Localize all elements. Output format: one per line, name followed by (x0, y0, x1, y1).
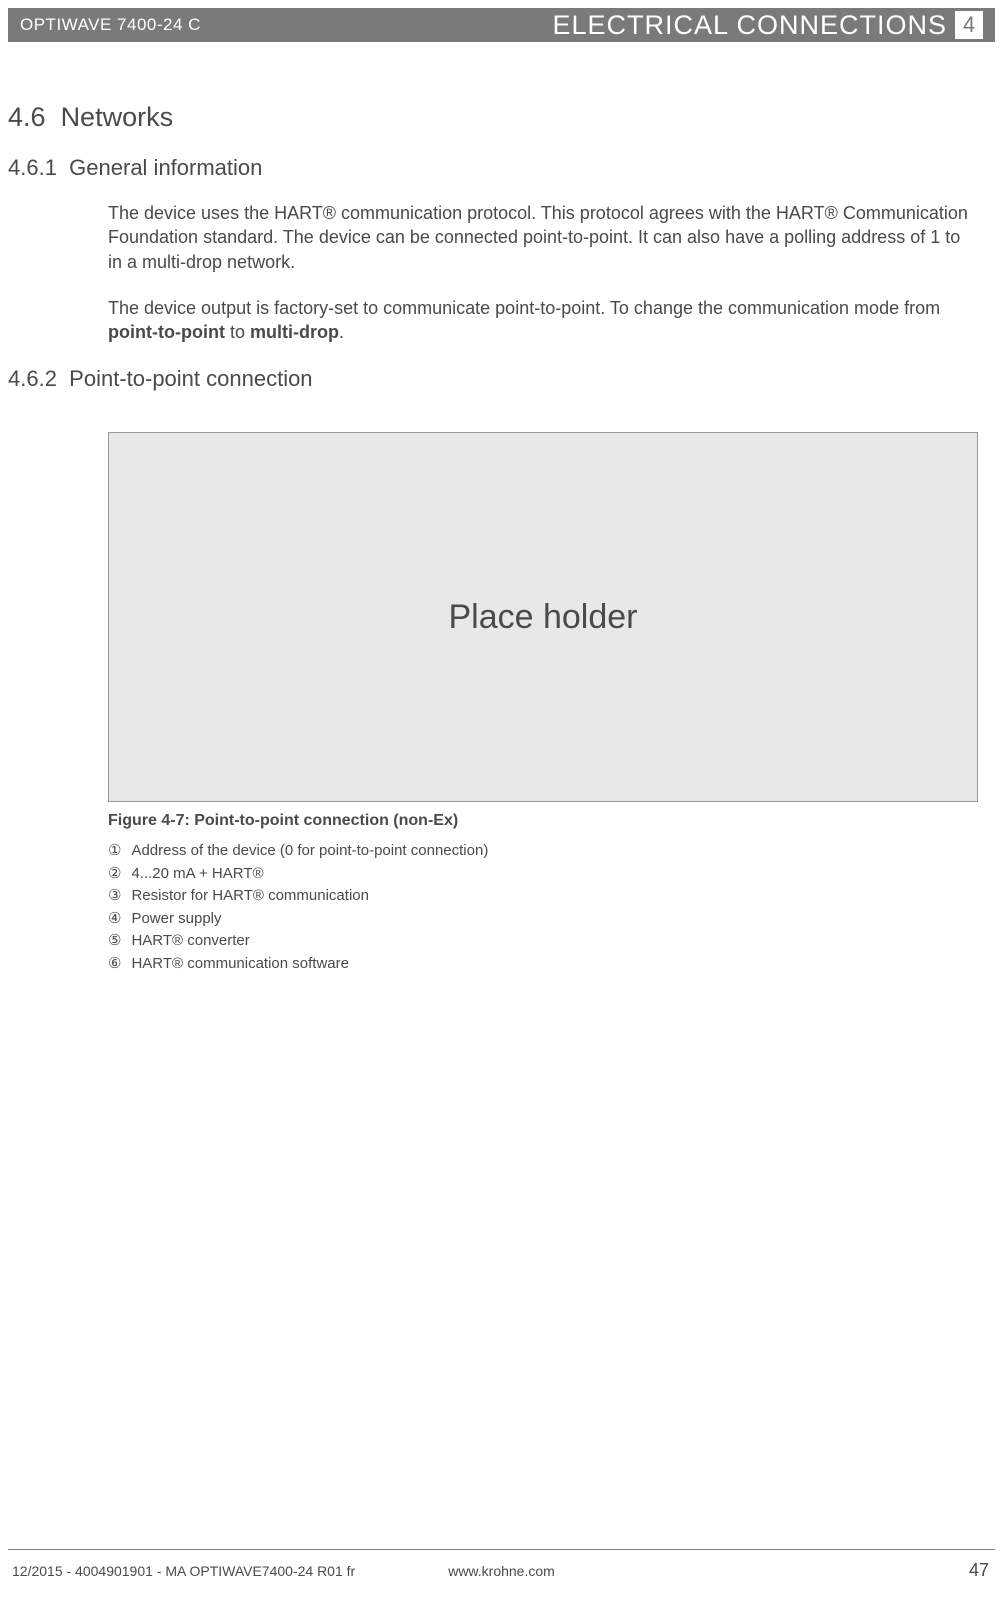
footer-doc-id: 12/2015 - 4004901901 - MA OPTIWAVE7400-2… (8, 1563, 355, 1579)
section-4-6-2: 4.6.2 Point-to-point connection (8, 366, 983, 392)
footer-url: www.krohne.com (448, 1563, 555, 1579)
paragraph-1: The device uses the HART® communication … (108, 201, 973, 274)
legend-marker: ② (108, 863, 121, 886)
legend-item: ⑤ HART® converter (108, 930, 983, 953)
heading-number: 4.6.2 (8, 366, 57, 391)
legend-text: Resistor for HART® communication (131, 885, 369, 908)
legend-marker: ⑤ (108, 930, 121, 953)
legend-marker: ⑥ (108, 953, 121, 976)
para2-mid: to (225, 322, 250, 342)
legend-text: 4...20 mA + HART® (131, 863, 263, 886)
figure-caption: Figure 4-7: Point-to-point connection (n… (108, 812, 983, 830)
legend-text: Power supply (131, 908, 221, 931)
heading-text: General information (69, 155, 262, 180)
legend-item: ① Address of the device (0 for point-to-… (108, 840, 983, 863)
para2-suffix: . (339, 322, 344, 342)
heading-number: 4.6.1 (8, 155, 57, 180)
legend-text: Address of the device (0 for point-to-po… (131, 840, 488, 863)
legend-text: HART® converter (131, 930, 249, 953)
legend-item: ④ Power supply (108, 908, 983, 931)
page-header: OPTIWAVE 7400-24 C ELECTRICAL CONNECTION… (8, 8, 995, 42)
product-name: OPTIWAVE 7400-24 C (20, 15, 201, 35)
paragraph-2: The device output is factory-set to comm… (108, 296, 973, 345)
section-title: ELECTRICAL CONNECTIONS (552, 10, 947, 41)
legend-marker: ④ (108, 908, 121, 931)
heading-4-6-2: 4.6.2 Point-to-point connection (8, 366, 983, 392)
section-number: 4 (955, 11, 983, 39)
heading-text: Networks (61, 102, 174, 132)
section-4-6-1: 4.6.1 General information The device use… (8, 155, 983, 344)
figure-placeholder: Place holder (108, 432, 978, 802)
legend-item: ③ Resistor for HART® communication (108, 885, 983, 908)
figure-legend: ① Address of the device (0 for point-to-… (108, 840, 983, 975)
page-footer: 12/2015 - 4004901901 - MA OPTIWAVE7400-2… (8, 1549, 995, 1581)
para2-bold1: point-to-point (108, 322, 225, 342)
placeholder-label: Place holder (448, 598, 637, 637)
legend-item: ⑥ HART® communication software (108, 953, 983, 976)
legend-marker: ③ (108, 885, 121, 908)
legend-text: HART® communication software (131, 953, 349, 976)
legend-marker: ① (108, 840, 121, 863)
header-right: ELECTRICAL CONNECTIONS 4 (552, 10, 983, 41)
page-content: 4.6 Networks 4.6.1 General information T… (0, 42, 1003, 975)
para2-bold2: multi-drop (250, 322, 339, 342)
footer-page-number: 47 (969, 1560, 995, 1581)
para2-prefix: The device output is factory-set to comm… (108, 298, 940, 318)
heading-4-6: 4.6 Networks (8, 102, 983, 133)
heading-text: Point-to-point connection (69, 366, 312, 391)
legend-item: ② 4...20 mA + HART® (108, 863, 983, 886)
heading-4-6-1: 4.6.1 General information (8, 155, 983, 181)
heading-number: 4.6 (8, 102, 46, 132)
figure-4-7: Place holder Figure 4-7: Point-to-point … (108, 432, 983, 975)
